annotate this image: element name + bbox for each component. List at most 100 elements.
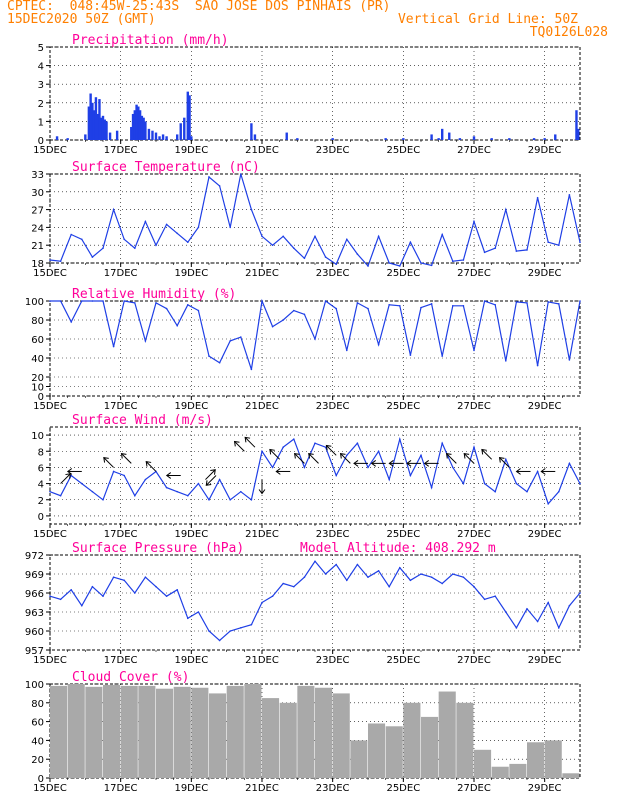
series-point [388, 262, 391, 264]
panel-annotation: Model Altitude: 408.292 m [300, 541, 496, 556]
precip-bar [165, 136, 168, 140]
series-point [165, 595, 168, 597]
panel-title: Precipitation (mm/h) [72, 33, 229, 48]
series-point [208, 355, 210, 357]
x-tick-label: 25DEC [386, 401, 420, 412]
y-tick-label: 6 [38, 463, 44, 474]
x-tick-label: 15DEC [33, 783, 67, 794]
precip-bar [84, 134, 87, 140]
series-point [388, 304, 391, 306]
precip-bar [94, 97, 98, 140]
series-point [155, 302, 157, 304]
series-point [197, 309, 200, 312]
series-point [176, 232, 178, 235]
cloud-bar [421, 716, 439, 778]
series-point [70, 233, 72, 236]
precip-bar [89, 93, 92, 140]
series-point [346, 349, 348, 352]
y-tick-label: 30 [31, 188, 44, 199]
series-point [462, 304, 465, 307]
series-point [558, 627, 560, 629]
series-point [505, 360, 507, 362]
series-point [261, 601, 263, 604]
wind-arrow-head [120, 452, 127, 459]
y-tick-label: 4 [38, 62, 44, 73]
precip-bar [490, 138, 493, 140]
cloud-bar [403, 702, 421, 778]
series-point [547, 601, 549, 604]
y-tick-label: 2 [38, 496, 44, 507]
precip-bar [91, 102, 94, 140]
x-tick-label: 25DEC [386, 783, 420, 794]
wind-arrow-head [293, 452, 300, 459]
series-point [59, 598, 62, 601]
series-point [81, 482, 83, 485]
series-point [568, 604, 571, 607]
series-point [208, 630, 210, 632]
series-point [452, 573, 454, 575]
precip-bar [253, 134, 257, 140]
x-tick-label: 23DEC [316, 783, 350, 794]
series-point [367, 466, 369, 469]
panel-title: Cloud Cover (%) [72, 670, 189, 685]
cloud-bar [279, 702, 297, 778]
y-tick-label: 2 [38, 99, 44, 110]
x-tick-label: 29DEC [528, 268, 562, 279]
series-point [197, 482, 200, 485]
series-point [547, 502, 549, 505]
series-point [505, 458, 507, 461]
x-tick-label: 25DEC [386, 145, 420, 156]
series-point [282, 582, 285, 585]
series-point [367, 576, 369, 578]
series-point [282, 319, 285, 321]
x-tick-label: 21DEC [245, 783, 279, 794]
x-tick-label: 17DEC [104, 268, 138, 279]
series-point [271, 325, 274, 328]
series-point [483, 598, 486, 601]
series-point [49, 259, 51, 261]
precip-bar [96, 113, 99, 140]
series-point [547, 241, 549, 244]
x-tick-label: 29DEC [528, 529, 562, 540]
series-point [388, 585, 391, 588]
series-point [218, 361, 221, 364]
series-point [102, 247, 104, 249]
series-point [377, 450, 380, 453]
wind-arrow [121, 453, 132, 464]
x-tick-label: 27DEC [457, 655, 491, 666]
precip-bar [441, 128, 444, 140]
wind-arrow [205, 475, 217, 486]
cloud-bar [50, 685, 68, 778]
wind-arrow [499, 457, 510, 468]
header-model-code: TQ0126L028 [529, 25, 608, 40]
series-point [558, 244, 560, 246]
precip-bar [186, 91, 189, 140]
cloud-bar [385, 726, 403, 778]
precip-bar [140, 115, 144, 140]
y-tick-label: 0 [38, 774, 44, 785]
series-point [240, 173, 242, 175]
series-point [303, 576, 306, 578]
precip-bar [105, 121, 108, 140]
series-point [102, 595, 104, 597]
series-point [356, 442, 359, 444]
cloud-bar [244, 684, 262, 778]
wind-arrow-head [308, 452, 314, 459]
series-point [526, 302, 528, 304]
y-tick-label: 100 [25, 680, 44, 691]
series-point [112, 576, 115, 578]
x-tick-label: 15DEC [33, 145, 67, 156]
series-point [462, 482, 465, 485]
series-point [165, 307, 168, 310]
precip-bar [158, 136, 161, 140]
cloud-bar [209, 693, 227, 778]
cloud-bar [156, 688, 174, 778]
precip-bar [161, 134, 165, 140]
series-point [558, 303, 560, 305]
wind-arrow-head [540, 468, 546, 475]
series-point [261, 235, 263, 238]
series-point [134, 592, 136, 594]
series-point [483, 482, 486, 485]
cloud-bar [509, 763, 527, 778]
